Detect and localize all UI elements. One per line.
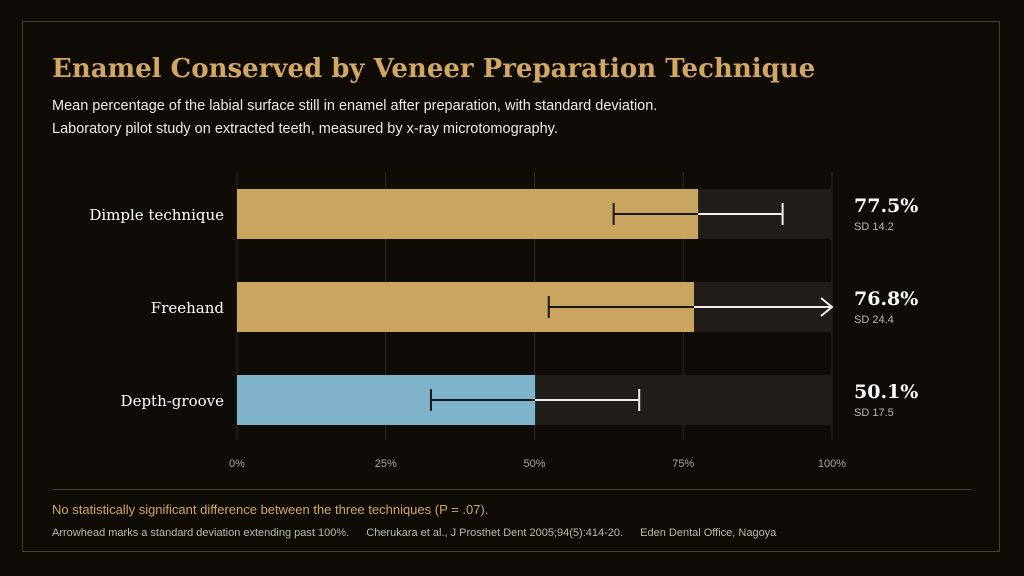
sd-label: SD 17.5 — [854, 407, 894, 419]
arrow-note: Arrowhead marks a standard deviation ext… — [52, 527, 350, 539]
sd-label: SD 14.2 — [854, 221, 894, 233]
x-tick-label: 100% — [818, 458, 846, 470]
category-label: Dimple technique — [89, 206, 224, 224]
error-arrowhead — [820, 297, 834, 317]
chart-subtitle-line-2: Laboratory pilot study on extracted teet… — [52, 121, 558, 137]
footer-divider — [52, 489, 972, 490]
source-line: Arrowhead marks a standard deviation ext… — [52, 527, 790, 539]
value-label: 76.8% — [854, 288, 918, 310]
category-label: Depth-groove — [121, 392, 225, 410]
citation: Cherukara et al., J Prosthet Dent 2005;9… — [366, 527, 624, 539]
chart-subtitle-line-1: Mean percentage of the labial surface st… — [52, 98, 658, 114]
category-label: Freehand — [151, 299, 225, 317]
credit: Eden Dental Office, Nagoya — [640, 527, 777, 539]
chart-title: Enamel Conserved by Veneer Preparation T… — [52, 54, 816, 84]
significance-note: No statistically significant difference … — [52, 502, 489, 517]
x-tick-label: 25% — [375, 458, 397, 470]
chart-frame — [22, 21, 1000, 552]
x-tick-label: 75% — [672, 458, 694, 470]
x-tick-label: 50% — [523, 458, 545, 470]
value-label: 77.5% — [854, 195, 918, 217]
value-label: 50.1% — [854, 381, 918, 403]
bar-chart: 0% 25% 50% 75% 100% Dimple technique 77.5% SD 1… — [89, 172, 918, 470]
x-tick-label: 0% — [229, 458, 245, 470]
sd-label: SD 24.4 — [854, 314, 894, 326]
